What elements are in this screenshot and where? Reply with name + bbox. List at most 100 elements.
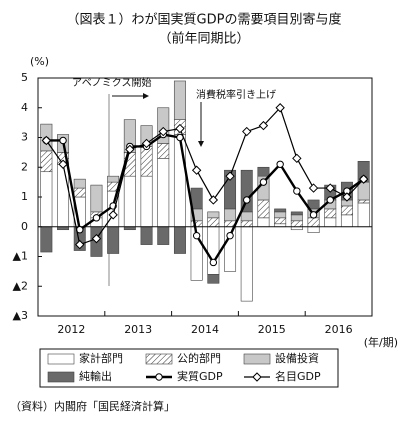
x-tick-label: 2013 [124, 323, 152, 336]
plot [38, 80, 372, 302]
marker [59, 136, 67, 145]
marker [75, 239, 85, 250]
marker [41, 135, 52, 146]
bar-segment [173, 226, 186, 254]
bar-segment [357, 199, 370, 204]
line [45, 106, 365, 246]
y-tick-label: ▲3 [13, 309, 28, 322]
y-tick-label: 2 [21, 160, 28, 173]
marker [243, 196, 251, 204]
bar-segment [324, 208, 337, 219]
marker [326, 196, 334, 204]
marker [192, 231, 201, 240]
bar-segment [73, 178, 86, 189]
bar-segment [157, 226, 170, 245]
marker [191, 165, 202, 175]
x-tick-label: 2012 [57, 323, 85, 336]
chart-title: （図表１）わが国実質GDPの需要項目別寄与度 [67, 12, 342, 28]
bar-segment [340, 214, 353, 228]
marker [226, 231, 234, 240]
bar-segment [107, 226, 120, 254]
legend-label: 名目GDP [275, 369, 321, 383]
marker [158, 126, 168, 137]
annotation: 消費税率引き上げ [196, 88, 276, 101]
y-tick-label: 0 [21, 220, 28, 233]
bar-segment [257, 199, 270, 219]
bar-segment [107, 175, 120, 183]
marker [242, 126, 252, 137]
x-tick-label: 2014 [191, 323, 219, 336]
marker [259, 178, 268, 186]
y-tick-label: 1 [21, 190, 28, 203]
bar-segment [240, 169, 253, 213]
x-tick-label: 2015 [258, 323, 286, 336]
marker [275, 103, 285, 113]
bar-segment [123, 175, 136, 228]
bar-segment [307, 199, 320, 210]
bar-segment [40, 226, 53, 253]
legend-label: 純輸出 [79, 369, 112, 383]
bar-segment [207, 211, 220, 219]
bar-segment [173, 134, 186, 228]
chart-subtitle: （前年同期比） [158, 31, 249, 47]
bar-segment [274, 208, 287, 213]
legend-swatch [243, 353, 271, 365]
bar-segment [40, 171, 53, 228]
marker [308, 183, 319, 193]
bar-segment [257, 166, 270, 177]
bar-segment [357, 181, 370, 201]
marker [293, 187, 301, 195]
bar-segment [140, 175, 153, 228]
bar-segment [340, 205, 353, 216]
bar-segment [140, 226, 153, 245]
bar-segment [190, 220, 203, 228]
bar-segment [240, 226, 253, 302]
marker [292, 153, 302, 164]
bar-segment [274, 217, 287, 225]
bar-segment [240, 211, 253, 222]
bar-segment [307, 217, 320, 228]
bar-segment [290, 214, 303, 222]
legend-box [39, 348, 339, 388]
bar-segment [224, 169, 237, 210]
bar-segment [157, 107, 170, 144]
legend-label: 家計部門 [79, 351, 123, 365]
bar-segment [257, 217, 270, 228]
bar-segment [290, 211, 303, 216]
legend-swatch [47, 353, 75, 365]
x-axis-label: (年/期) [364, 335, 398, 349]
marker [209, 258, 218, 267]
legend-swatch [47, 371, 75, 383]
legend-swatch [145, 353, 173, 365]
marker [141, 138, 152, 149]
marker [91, 233, 102, 244]
legend-label: 公的部門 [177, 351, 221, 365]
y-tick-label: ▲2 [13, 279, 28, 292]
marker [276, 160, 284, 168]
marker [175, 123, 185, 134]
bar-segment [207, 274, 220, 284]
y-tick-label: ▲1 [13, 250, 28, 263]
bar-segment [207, 226, 220, 275]
marker [208, 195, 219, 205]
y-tick-label: 3 [21, 131, 28, 144]
marker [325, 183, 335, 193]
bar-segment [324, 217, 337, 228]
bar-segment [73, 187, 86, 198]
bar-segment [173, 80, 186, 120]
bar-segment [240, 220, 253, 228]
bar-segment [57, 163, 70, 228]
marker [309, 211, 318, 219]
legend-label: 実質GDP [177, 369, 223, 383]
source: （資料）内閣府「国民経済計算」 [10, 399, 175, 413]
bar-segment [274, 211, 287, 219]
bar-segment [307, 226, 320, 233]
bar-segment [224, 208, 237, 222]
marker [358, 174, 369, 184]
marker [225, 171, 235, 181]
marker [92, 214, 101, 222]
annotation: アベノミクス開始 [72, 76, 152, 89]
legend-marker [155, 373, 163, 381]
